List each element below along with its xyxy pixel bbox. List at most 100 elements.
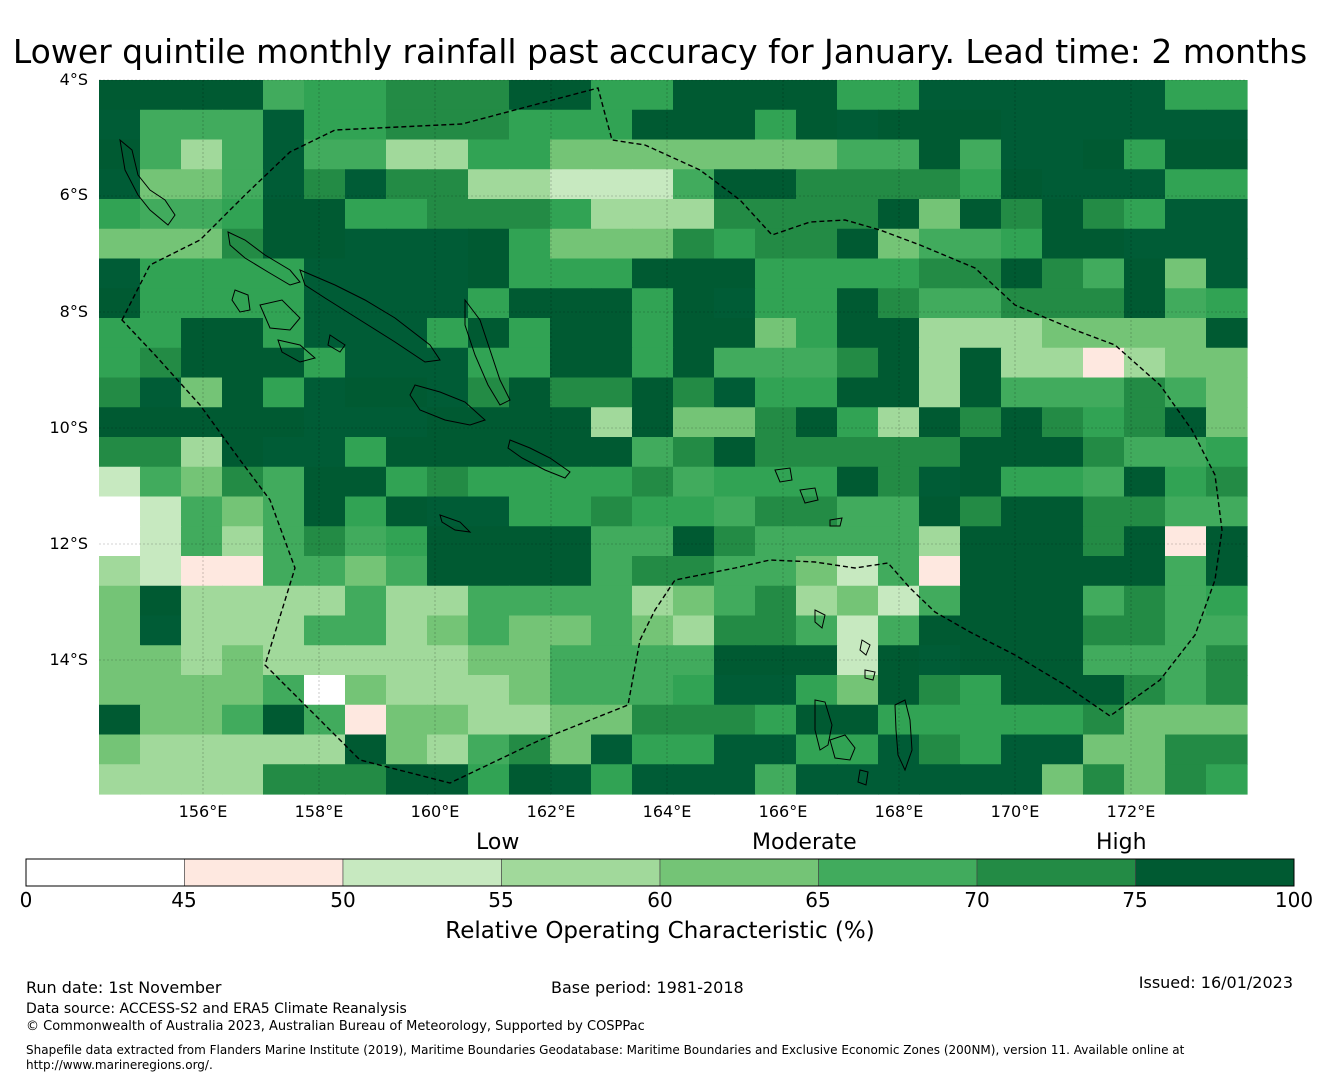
- grid-cell: [960, 377, 1002, 408]
- grid-cell: [263, 80, 305, 111]
- grid-cell: [1042, 347, 1084, 379]
- grid-cell: [878, 407, 920, 438]
- grid-cell: [181, 80, 223, 111]
- grid-cell: [427, 169, 469, 200]
- grid-cell: [796, 556, 838, 587]
- grid-cell: [1206, 228, 1248, 260]
- grid-cell: [386, 466, 428, 498]
- grid-cell: [99, 585, 141, 617]
- grid-cell: [837, 169, 879, 200]
- grid-cell: [222, 585, 264, 617]
- shapefile-note-line1: Shapefile data extracted from Flanders M…: [26, 1043, 1185, 1057]
- grid-cell: [140, 675, 182, 706]
- grid-cell: [1042, 318, 1084, 349]
- grid-cell: [591, 526, 633, 557]
- grid-cell: [1206, 645, 1248, 676]
- grid-cell: [386, 556, 428, 587]
- grid-cell: [550, 288, 592, 319]
- grid-cell: [1165, 437, 1207, 468]
- colorbar-segment: [342, 858, 502, 887]
- grid-cell: [181, 615, 223, 646]
- grid-cell: [99, 675, 141, 706]
- grid-cell: [140, 109, 182, 141]
- grid-cell: [755, 734, 797, 765]
- grid-cell: [222, 377, 264, 408]
- grid-cell: [1042, 169, 1084, 200]
- grid-cell: [99, 377, 141, 408]
- grid-cell: [222, 466, 264, 498]
- grid-cell: [1083, 437, 1125, 468]
- grid-cell: [1001, 585, 1043, 617]
- grid-cell: [550, 615, 592, 646]
- grid-cell: [386, 407, 428, 438]
- grid-cell: [1083, 80, 1125, 111]
- grid-cell: [99, 169, 141, 200]
- grid-cell: [1001, 466, 1043, 498]
- cb-tick-70: 70: [964, 888, 990, 912]
- grid-cell: [1083, 318, 1125, 349]
- grid-cell: [1165, 675, 1207, 706]
- grid-cell: [673, 139, 715, 170]
- grid-cell: [181, 228, 223, 260]
- grid-cell: [1124, 199, 1166, 230]
- grid-cell: [919, 80, 961, 111]
- lat-label-14s: 14°S: [49, 650, 88, 669]
- grid-cell: [1124, 704, 1166, 736]
- grid-cell: [468, 496, 510, 527]
- grid-cell: [345, 466, 387, 498]
- grid-cell: [755, 258, 797, 289]
- grid-cell: [1206, 764, 1248, 795]
- grid-cell: [1124, 556, 1166, 587]
- grid-cell: [837, 288, 879, 319]
- grid-cell: [263, 704, 305, 736]
- grid-cell: [714, 139, 756, 170]
- grid-cell: [140, 347, 182, 379]
- colorbar-segment: [818, 858, 978, 887]
- grid-cell: [837, 407, 879, 438]
- grid-cell: [673, 585, 715, 617]
- grid-cell: [1042, 675, 1084, 706]
- grid-cell: [550, 496, 592, 527]
- grid-cell: [550, 645, 592, 676]
- grid-cell: [427, 437, 469, 468]
- grid-cell: [1124, 80, 1166, 111]
- grid-cell: [386, 526, 428, 557]
- grid-cell: [1083, 585, 1125, 617]
- grid-cell: [1001, 318, 1043, 349]
- grid-cell: [1124, 764, 1166, 795]
- grid-cell: [591, 734, 633, 765]
- grid-cell: [632, 80, 674, 111]
- grid-cell: [919, 169, 961, 200]
- grid-cell: [591, 199, 633, 230]
- grid-cell: [1165, 556, 1207, 587]
- grid-cell: [632, 347, 674, 379]
- grid-cell: [181, 288, 223, 319]
- grid-cell: [878, 318, 920, 349]
- grid-cell: [509, 645, 551, 676]
- grid-cell: [714, 169, 756, 200]
- grid-cell: [796, 615, 838, 646]
- grid-cell: [140, 496, 182, 527]
- grid-cell: [919, 645, 961, 676]
- grid-cell: [1124, 318, 1166, 349]
- grid-cell: [304, 347, 346, 379]
- grid-cell: [1124, 288, 1166, 319]
- grid-cell: [550, 764, 592, 795]
- grid-cell: [304, 704, 346, 736]
- grid-cell: [181, 556, 223, 587]
- grid-cell: [673, 437, 715, 468]
- lat-label-10s: 10°S: [49, 418, 88, 437]
- grid-cell: [468, 585, 510, 617]
- grid-cell: [919, 407, 961, 438]
- grid-cell: [673, 496, 715, 527]
- grid-cell: [632, 318, 674, 349]
- grid-cell: [591, 347, 633, 379]
- grid-cell: [1165, 734, 1207, 765]
- grid-cell: [1206, 109, 1248, 141]
- grid-cell: [878, 734, 920, 765]
- grid-cell: [222, 734, 264, 765]
- grid-cell: [304, 377, 346, 408]
- lat-label-8s: 8°S: [59, 302, 88, 321]
- data-source: Data source: ACCESS-S2 and ERA5 Climate …: [26, 1001, 407, 1017]
- grid-cell: [468, 466, 510, 498]
